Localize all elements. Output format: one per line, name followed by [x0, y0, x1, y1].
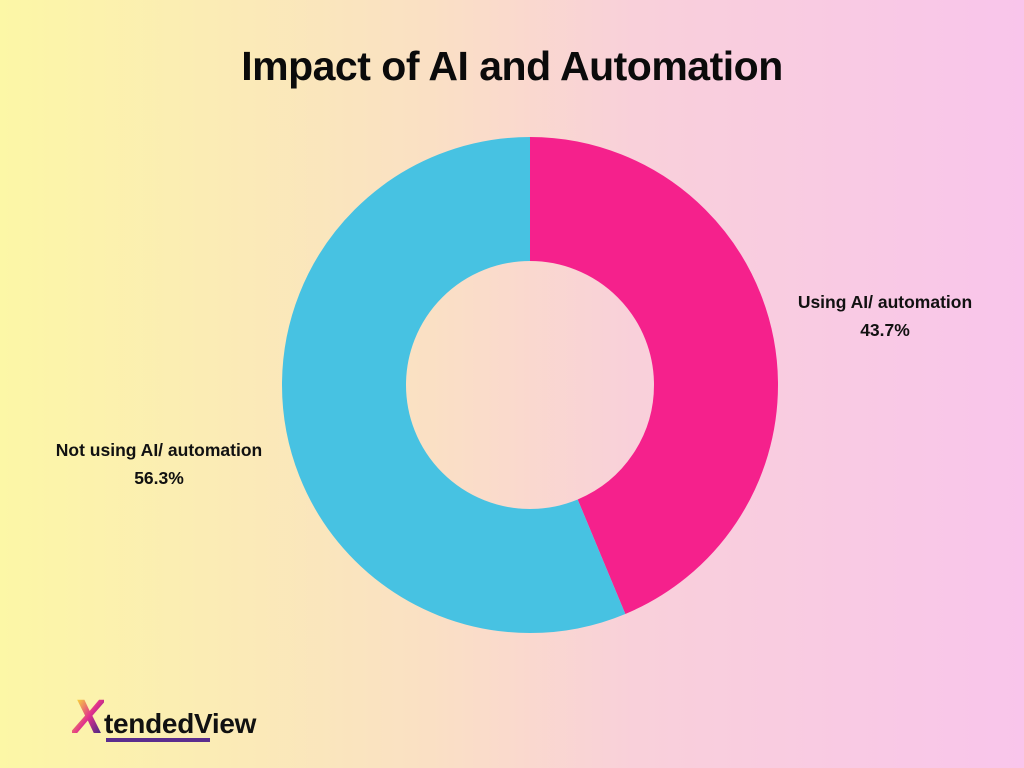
donut-slice-1	[282, 137, 778, 633]
logo-text-tended: tended	[104, 708, 194, 739]
logo-x-glyph: X	[72, 691, 105, 744]
logo-text-view: View	[194, 708, 257, 739]
slice-label-using-ai: Using AI/ automation 43.7%	[758, 288, 1012, 344]
slice-label-text: Not using AI/ automation	[55, 440, 263, 460]
slice-label-value: 56.3%	[134, 468, 184, 488]
chart-title: Impact of AI and Automation	[241, 43, 783, 90]
slice-label-text: Using AI/ automation	[797, 292, 973, 312]
slice-label-value: 43.7%	[860, 320, 910, 340]
logo-underline-bar	[106, 738, 210, 742]
slice-label-not-using-ai: Not using AI/ automation 56.3%	[16, 436, 302, 492]
